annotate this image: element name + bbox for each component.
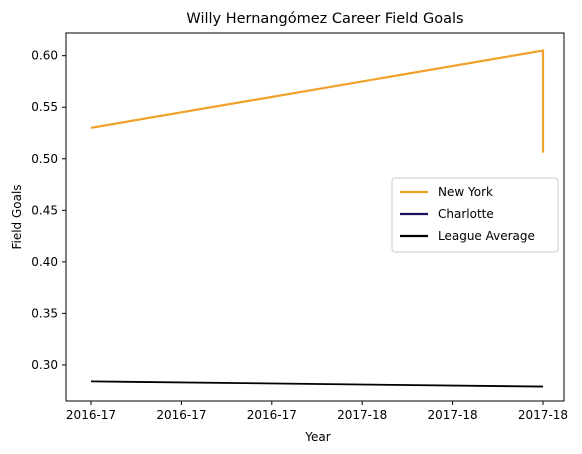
- x-tick-label: 2016-17: [66, 408, 116, 422]
- legend-label: New York: [438, 185, 493, 199]
- y-tick-label: 0.50: [31, 152, 58, 166]
- series-line-new-york: [90, 49, 545, 153]
- y-tick-label: 0.55: [31, 100, 58, 114]
- y-tick-label: 0.45: [31, 203, 58, 217]
- x-axis: 2016-17 2016-17 2016-17 2017-18 2017-18 2017-…: [66, 401, 568, 422]
- x-tick-label: 2017-18: [337, 408, 387, 422]
- legend: New York Charlotte League Average: [391, 177, 559, 253]
- y-axis-title: Field Goals: [10, 184, 24, 249]
- legend-label: League Average: [438, 229, 535, 243]
- y-axis: 0.30 0.35 0.40 0.45 0.50 0.55 0.60: [31, 49, 66, 372]
- x-tick-label: 2017-18: [428, 408, 478, 422]
- x-tick-label: 2017-18: [518, 408, 568, 422]
- plot-area: [90, 49, 545, 388]
- x-tick-label: 2016-17: [247, 408, 297, 422]
- series-line-league-average: [90, 380, 544, 388]
- y-tick-label: 0.30: [31, 358, 58, 372]
- y-tick-label: 0.40: [31, 255, 58, 269]
- chart-title: Willy Hernangómez Career Field Goals: [186, 11, 463, 27]
- x-tick-label: 2016-17: [156, 408, 206, 422]
- legend-label: Charlotte: [438, 207, 494, 221]
- plot-frame: [65, 32, 565, 402]
- legend-box: [391, 177, 559, 253]
- y-tick-label: 0.60: [31, 49, 58, 63]
- y-tick-label: 0.35: [31, 306, 58, 320]
- x-axis-title: Year: [304, 430, 330, 444]
